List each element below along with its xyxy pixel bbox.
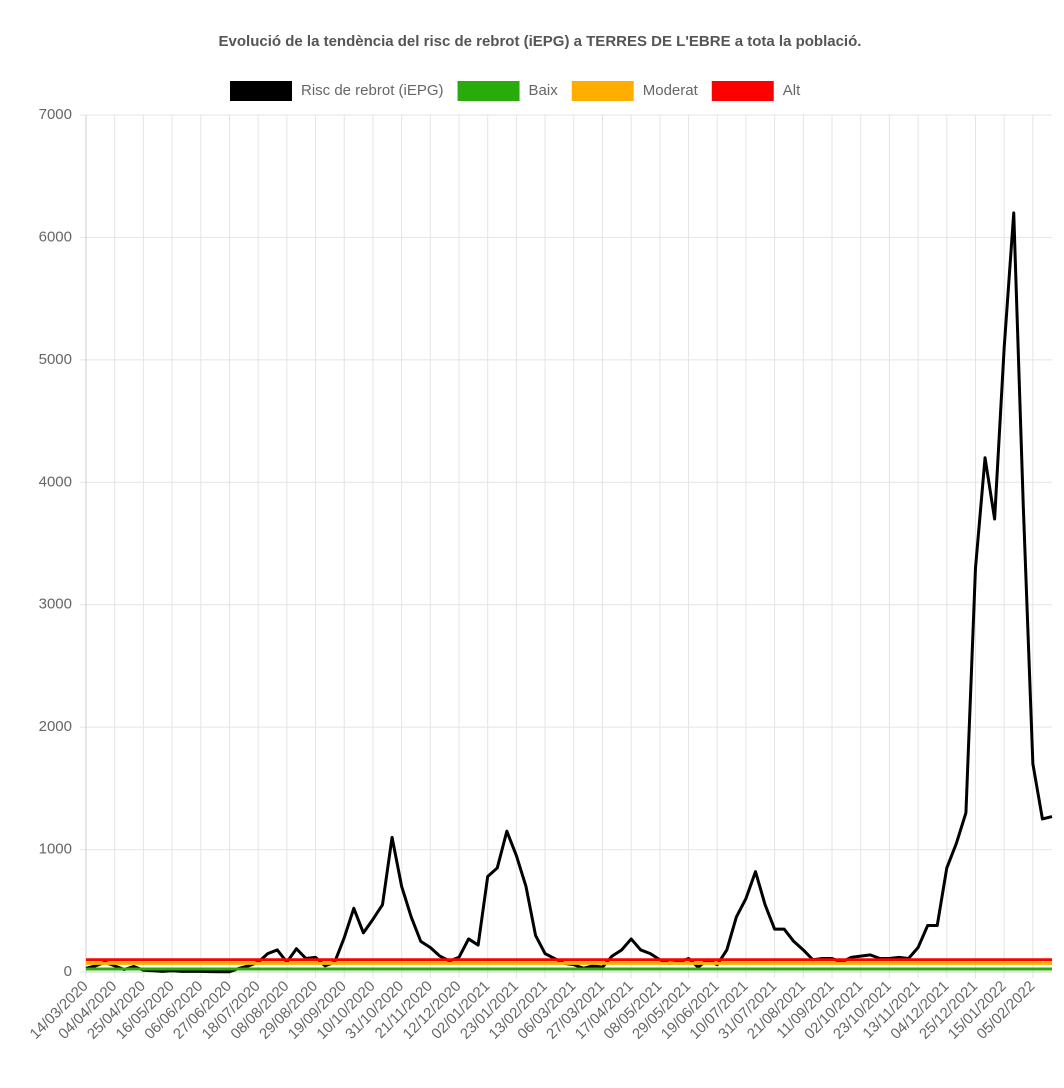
y-tick-label: 6000 bbox=[39, 228, 72, 245]
y-tick-label: 0 bbox=[64, 963, 72, 980]
y-tick-label: 1000 bbox=[39, 841, 72, 858]
legend-label: Moderat bbox=[643, 82, 699, 99]
legend-swatch bbox=[571, 81, 634, 101]
legend-label: Risc de rebrot (iEPG) bbox=[301, 82, 444, 99]
y-tick-label: 4000 bbox=[39, 473, 72, 490]
y-tick-label: 5000 bbox=[39, 351, 72, 368]
legend-swatch bbox=[457, 81, 520, 101]
y-tick-label: 3000 bbox=[39, 596, 72, 613]
legend-label: Baix bbox=[529, 82, 559, 99]
legend-swatch bbox=[230, 81, 292, 101]
y-tick-label: 2000 bbox=[39, 718, 72, 735]
y-tick-label: 7000 bbox=[39, 106, 72, 123]
legend-swatch bbox=[711, 81, 774, 101]
legend-label: Alt bbox=[783, 82, 801, 99]
chart-title: Evolució de la tendència del risc de reb… bbox=[219, 33, 862, 50]
series-line bbox=[85, 211, 1053, 974]
